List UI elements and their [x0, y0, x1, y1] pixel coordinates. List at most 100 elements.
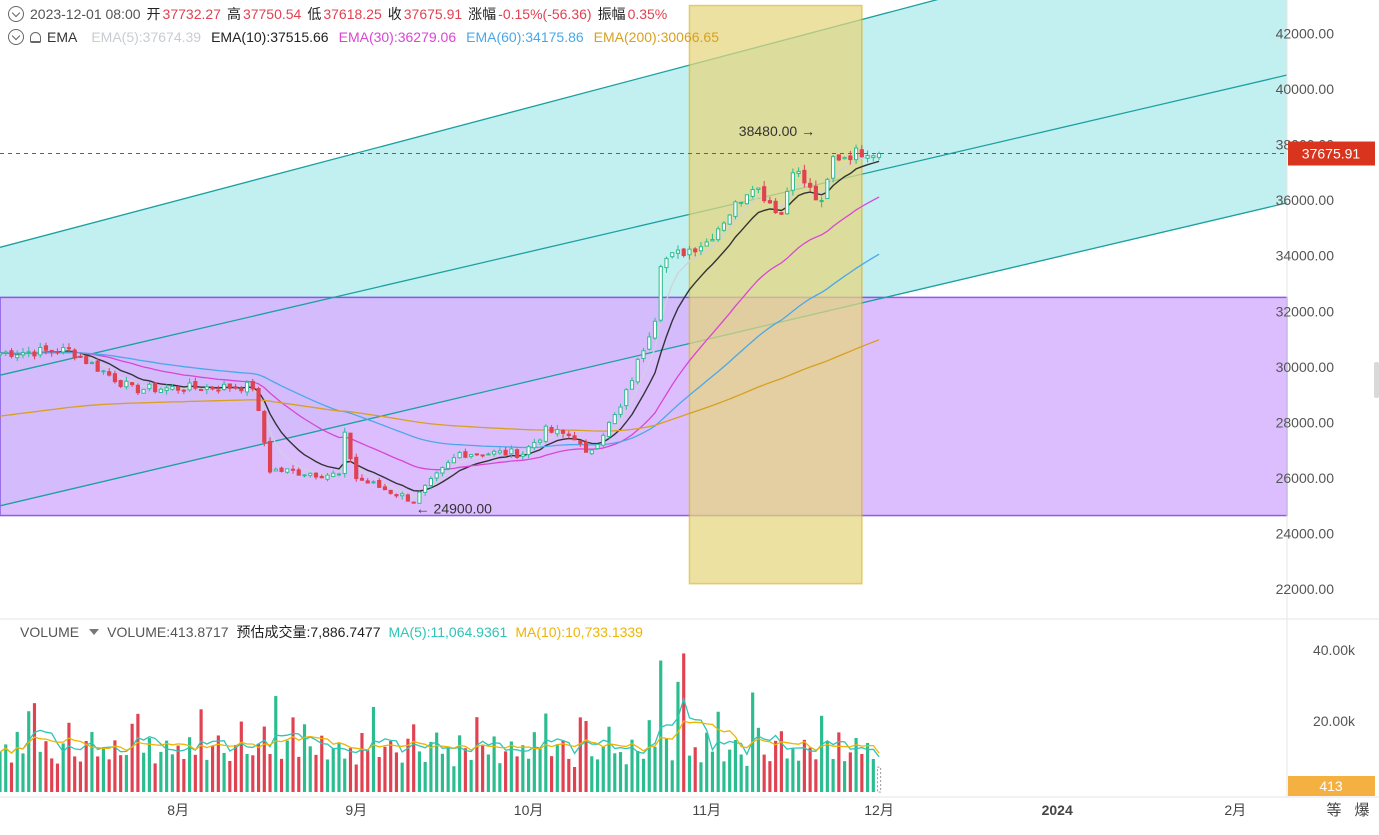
- volume-bar: [21, 753, 25, 792]
- volume-bar: [756, 727, 760, 792]
- volume-bar: [676, 681, 680, 792]
- axis-mode-icon[interactable]: 爆: [1354, 802, 1369, 819]
- candle-body: [290, 468, 296, 471]
- scroll-handle[interactable]: [1374, 362, 1379, 398]
- volume-estimate: 预估成交量:7,886.7477: [236, 624, 381, 640]
- change-value: -0.15%(-56.36): [498, 6, 592, 22]
- volume-bar: [590, 756, 594, 792]
- candle-body: [664, 257, 669, 269]
- volume-bar: [159, 751, 163, 792]
- price-tick-label: 42000.00: [1276, 25, 1335, 41]
- candle-body: [647, 336, 652, 350]
- volume-bar: [837, 732, 841, 792]
- volume-bar: [630, 739, 634, 792]
- volume-ma-line-10: [0, 720, 880, 754]
- volume-bar: [285, 740, 289, 792]
- candle-body: [15, 354, 20, 359]
- current-price-tag: [1288, 141, 1375, 166]
- candle-body: [405, 494, 411, 502]
- ema-label[interactable]: EMA: [47, 29, 78, 45]
- volume-bar: [538, 748, 542, 792]
- volume-bar: [412, 724, 416, 792]
- volume-bar: [687, 755, 692, 792]
- volume-bar: [463, 748, 467, 792]
- candle-body: [267, 440, 273, 473]
- volume-bar: [96, 756, 100, 792]
- volume-bar: [394, 752, 399, 792]
- volume-bar: [239, 721, 243, 792]
- ema60-legend: EMA(60):34175.86: [466, 29, 584, 45]
- candle-body: [704, 241, 709, 247]
- volume-bar: [107, 759, 111, 792]
- volume-label[interactable]: VOLUME: [20, 624, 80, 640]
- candle-body: [279, 467, 284, 472]
- volume-bar: [653, 746, 657, 792]
- candle-body: [417, 491, 422, 504]
- bell-icon[interactable]: [30, 31, 41, 43]
- volume-bar: [498, 763, 502, 792]
- collapse-toggle-icon[interactable]: [8, 29, 24, 45]
- volume-bar: [130, 723, 134, 792]
- candle-body: [773, 200, 778, 214]
- volume-bar: [216, 735, 220, 792]
- volume-bar: [670, 760, 674, 792]
- high-label: 高: [226, 6, 241, 22]
- volume-bar: [607, 726, 611, 792]
- candle-body: [716, 228, 721, 241]
- volume-bar: [791, 748, 795, 792]
- candle-body: [503, 449, 508, 456]
- candles: [0, 144, 882, 504]
- volume-bar: [521, 745, 525, 792]
- volume-bar: [705, 732, 709, 792]
- time-tick-label: 11月: [692, 802, 721, 818]
- candle-body: [819, 200, 824, 203]
- collapse-toggle-icon[interactable]: [8, 6, 24, 22]
- candle-body: [382, 486, 388, 491]
- volume-bar: [308, 746, 312, 792]
- candle-body: [762, 186, 767, 202]
- volume-bar: [699, 762, 703, 792]
- volume-bar: [188, 737, 192, 792]
- volume-bar: [871, 758, 875, 792]
- volume-bar: [147, 738, 151, 792]
- candle-body: [348, 432, 353, 460]
- volume-current-tag: [1288, 776, 1375, 796]
- volume-bar: [440, 753, 444, 792]
- volume-bar: [4, 744, 8, 792]
- volume-bar: [475, 717, 479, 792]
- chevron-down-icon[interactable]: [89, 629, 100, 635]
- volume-bar: [572, 766, 577, 792]
- candle-body: [515, 449, 520, 458]
- volume-bar: [527, 758, 531, 792]
- candle-body: [262, 411, 267, 443]
- candle-body: [532, 441, 537, 449]
- axis-mode-icon[interactable]: 等: [1326, 801, 1341, 819]
- volume-bar: [32, 703, 37, 792]
- volume-bar: [337, 743, 341, 792]
- volume-bar: [0, 752, 2, 792]
- volume-bar: [119, 755, 123, 792]
- volume-bar: [27, 711, 31, 792]
- candle-body: [130, 382, 135, 386]
- candle-body: [118, 380, 123, 387]
- candle-body: [244, 381, 250, 393]
- candle-body: [480, 454, 485, 457]
- candle-body: [733, 201, 738, 217]
- candle-body: [20, 352, 26, 356]
- candle-body: [744, 194, 749, 205]
- volume-bar: [262, 726, 266, 792]
- volume-bar: [733, 739, 738, 792]
- candle-body: [629, 380, 635, 390]
- volume-ma5-legend: MA(5):11,064.9361: [388, 624, 508, 640]
- candle-body: [210, 387, 215, 390]
- candle-body: [428, 478, 433, 487]
- volume-bar: [762, 754, 766, 792]
- volume-bar: [481, 745, 485, 792]
- candle-body: [331, 472, 336, 478]
- volume-ma-lines: [0, 696, 880, 758]
- candle-body: [313, 472, 319, 478]
- volume-bar: [360, 733, 364, 792]
- candle-body: [199, 389, 204, 392]
